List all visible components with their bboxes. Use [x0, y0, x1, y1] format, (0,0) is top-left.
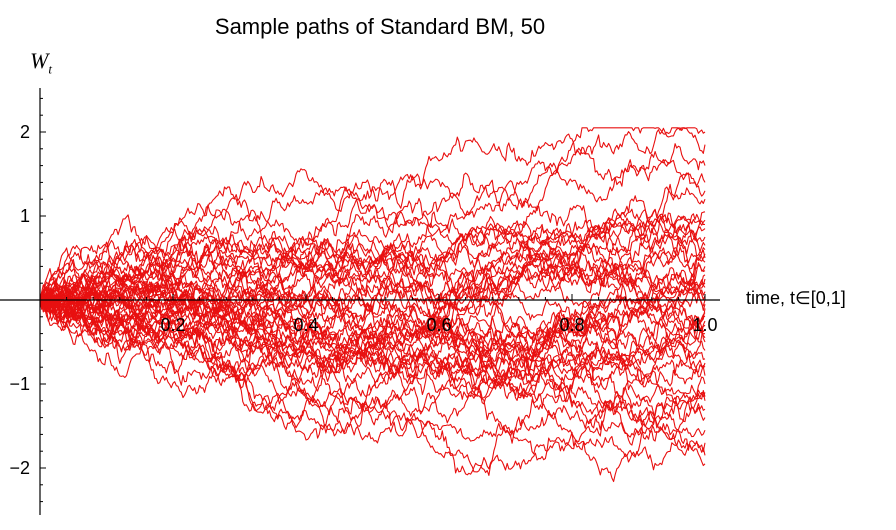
sample-path-36 [39, 296, 706, 446]
sample-path-11 [39, 251, 706, 353]
sample-path-46 [39, 299, 706, 444]
x-tick-label-2: 0.6 [426, 315, 451, 335]
y-axis-label: Wt [30, 48, 52, 77]
sample-path-22 [39, 210, 706, 324]
x-tick-label-4: 1.0 [692, 315, 717, 335]
y-axis-label-main: W [30, 48, 49, 73]
sample-path-19 [39, 252, 706, 348]
chart-title: Sample paths of Standard BM, 50 [214, 14, 546, 39]
x-tick-label-3: 0.8 [559, 315, 584, 335]
sample-path-44 [39, 244, 706, 365]
sample-paths-group [39, 127, 706, 483]
y-tick-label-2: 1 [20, 206, 30, 226]
sample-path-42 [40, 299, 706, 483]
sample-path-45 [39, 172, 706, 305]
x-axis-label: time, t∈[0,1] [746, 288, 846, 308]
sample-path-48 [39, 214, 706, 429]
sample-path-49 [39, 208, 706, 369]
sample-path-14 [39, 237, 706, 316]
sample-path-24 [39, 234, 706, 326]
sample-path-21 [39, 261, 706, 347]
sample-path-37 [39, 274, 706, 415]
sample-path-13 [39, 202, 706, 307]
sample-path-39 [39, 292, 706, 473]
y-tick-label-3: 2 [20, 122, 30, 142]
y-tick-label-1: −1 [9, 374, 30, 394]
sample-path-28 [39, 253, 706, 403]
x-tick-label-0: 0.2 [160, 315, 185, 335]
sample-path-12 [39, 249, 706, 403]
sample-path-4 [39, 150, 706, 301]
sample-path-38 [39, 282, 706, 421]
y-axis-label-subscript: t [48, 61, 52, 77]
sample-path-47 [39, 221, 706, 358]
y-tick-label-0: −2 [9, 458, 30, 478]
sample-path-50 [39, 291, 706, 394]
sample-path-35 [39, 287, 706, 428]
sample-path-1 [39, 127, 706, 314]
sample-path-43 [39, 230, 706, 322]
axes-group: 0.2 0.4 0.6 0.8 1.0 −2 −1 1 2 [0, 88, 720, 515]
x-tick-label-1: 0.4 [293, 315, 318, 335]
